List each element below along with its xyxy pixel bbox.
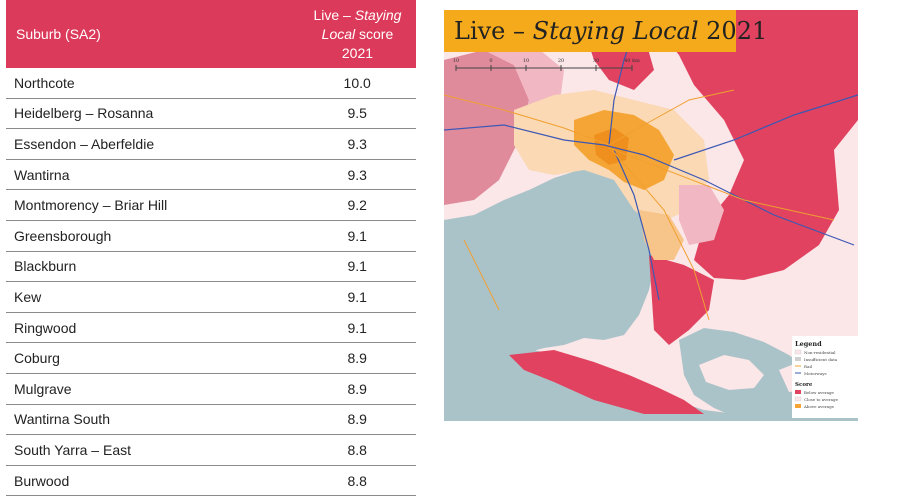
suburb-cell: Mulgrave — [14, 380, 72, 397]
map-panel: 10 0 10 20 30 40 km Legend Non-residenti… — [443, 10, 859, 421]
legend-swatch-insufficient-data — [795, 357, 801, 361]
south-east-mixed — [639, 210, 684, 260]
score-cell: 8.8 — [347, 472, 367, 489]
score-cell: 9.1 — [347, 258, 367, 275]
table-row: Wantirna 9.3 — [6, 160, 416, 191]
phillip-island — [699, 355, 764, 390]
table-row: Greensborough 9.1 — [6, 221, 416, 252]
score-table: Suburb (SA2) Live – Staying Local score … — [6, 0, 416, 496]
map-legend: Legend Non-residential Insufficient data… — [792, 336, 858, 418]
legend-item-above-average: Above average — [803, 404, 835, 409]
table-row: Burwood 8.8 — [6, 466, 416, 496]
legend-score-title: Score — [795, 382, 813, 388]
legend-item-rail: Rail — [804, 364, 813, 369]
west-below-average — [444, 50, 529, 205]
legend-swatch-non-residential — [794, 349, 802, 355]
legend-item-non-residential: Non-residential — [804, 350, 836, 355]
score-cell: 8.8 — [347, 441, 367, 458]
table-row: Blackburn 9.1 — [6, 252, 416, 283]
port-phillip-bay — [444, 168, 656, 355]
rail-line — [608, 147, 835, 221]
scale-label: 30 — [593, 58, 599, 64]
legend-title: Legend — [795, 340, 822, 348]
suburb-cell: Northcote — [14, 74, 75, 91]
table-row: Northcote 10.0 — [6, 68, 416, 99]
scale-label: 10 — [523, 58, 529, 64]
motorway-line — [613, 149, 660, 301]
table-row: Essendon – Aberfeldie 9.3 — [6, 129, 416, 160]
suburb-cell: Greensborough — [14, 227, 112, 244]
table-row: Wantirna South 8.9 — [6, 405, 416, 436]
suburb-cell: Burwood — [14, 472, 70, 489]
table-row: Ringwood 9.1 — [6, 313, 416, 344]
rail-line — [608, 89, 735, 146]
header-score-prefix: Live – — [313, 6, 355, 23]
map-title: Live – Staying Local 2021 — [444, 10, 767, 52]
suburb-cell: Ringwood — [14, 319, 77, 336]
legend-swatch-above-average — [795, 404, 801, 408]
legend-item-below-average: Below average — [804, 390, 835, 395]
score-cell: 9.3 — [347, 166, 367, 183]
table-row: South Yarra – East 8.8 — [6, 435, 416, 466]
map-title-italic: Staying Local — [532, 17, 699, 45]
rail-line — [611, 149, 710, 321]
legend-item-close-to-average: Close to average — [804, 397, 839, 402]
table-row: Kew 9.1 — [6, 282, 416, 313]
legend-background — [792, 336, 858, 418]
score-cell: 8.9 — [347, 411, 367, 428]
motorways — [443, 29, 859, 301]
suburb-cell: Heidelberg – Rosanna — [14, 105, 154, 122]
legend-item-insufficient-data: Insufficient data — [804, 357, 838, 362]
score-cell: 9.1 — [347, 227, 367, 244]
peninsula-below-average — [509, 350, 704, 414]
map-title-prefix: Live – — [454, 17, 533, 45]
header-score-year: 2021 — [341, 44, 374, 61]
table-row: Heidelberg – Rosanna 9.5 — [6, 99, 416, 130]
legend-swatch-close-to-average — [794, 396, 802, 402]
suburb-cell: Blackburn — [14, 258, 77, 275]
score-cell: 9.5 — [347, 105, 367, 122]
header-score-suffix: score — [355, 25, 394, 42]
table-body: Northcote 10.0 Heidelberg – Rosanna 9.5 Esse… — [6, 68, 416, 496]
motorway-line — [673, 94, 859, 161]
score-cell: 8.9 — [347, 380, 367, 397]
map-title-suffix: 2021 — [698, 17, 768, 45]
scale-bar: 10 0 10 20 30 40 km — [453, 58, 640, 71]
eastern-below-average — [659, 10, 858, 280]
scale-label: 20 — [558, 58, 564, 64]
legend-swatch-below-average — [795, 390, 801, 394]
scale-label: 0 — [489, 58, 492, 64]
header-score-italic: Staying Local — [321, 6, 402, 42]
score-cell: 9.3 — [347, 135, 367, 152]
score-cell: 8.9 — [347, 350, 367, 367]
table-row: Coburg 8.9 — [6, 343, 416, 374]
suburb-cell: Coburg — [14, 350, 60, 367]
suburb-cell: Wantirna South — [14, 411, 110, 428]
header-suburb: Suburb (SA2) — [16, 26, 101, 42]
table-row: Mulgrave 8.9 — [6, 374, 416, 405]
rail-lines — [443, 89, 835, 321]
south-east-pink — [679, 185, 724, 245]
legend-item-motorways: Motorways — [804, 371, 827, 376]
south-east-below-average — [649, 255, 714, 345]
header-score: Live – Staying Local score 2021 — [299, 6, 416, 63]
melbourne-map: 10 0 10 20 30 40 km Legend Non-residenti… — [443, 10, 859, 421]
rail-line — [463, 239, 500, 311]
motorway-line — [443, 124, 855, 246]
score-cell: 9.1 — [347, 319, 367, 336]
suburb-cell: Wantirna — [14, 166, 70, 183]
table-header: Suburb (SA2) Live – Staying Local score … — [6, 0, 416, 68]
score-cell: 10.0 — [343, 74, 371, 91]
suburb-cell: Montmorency – Briar Hill — [14, 197, 168, 214]
suburb-cell: Kew — [14, 288, 42, 305]
score-cell: 9.1 — [347, 288, 367, 305]
table-row: Montmorency – Briar Hill 9.2 — [6, 190, 416, 221]
scale-label: 40 km — [624, 58, 640, 64]
rail-line — [443, 94, 610, 146]
suburb-cell: Essendon – Aberfeldie — [14, 135, 155, 152]
score-cell: 9.2 — [347, 197, 367, 214]
suburb-cell: South Yarra – East — [14, 441, 131, 458]
scale-label: 10 — [453, 58, 459, 64]
